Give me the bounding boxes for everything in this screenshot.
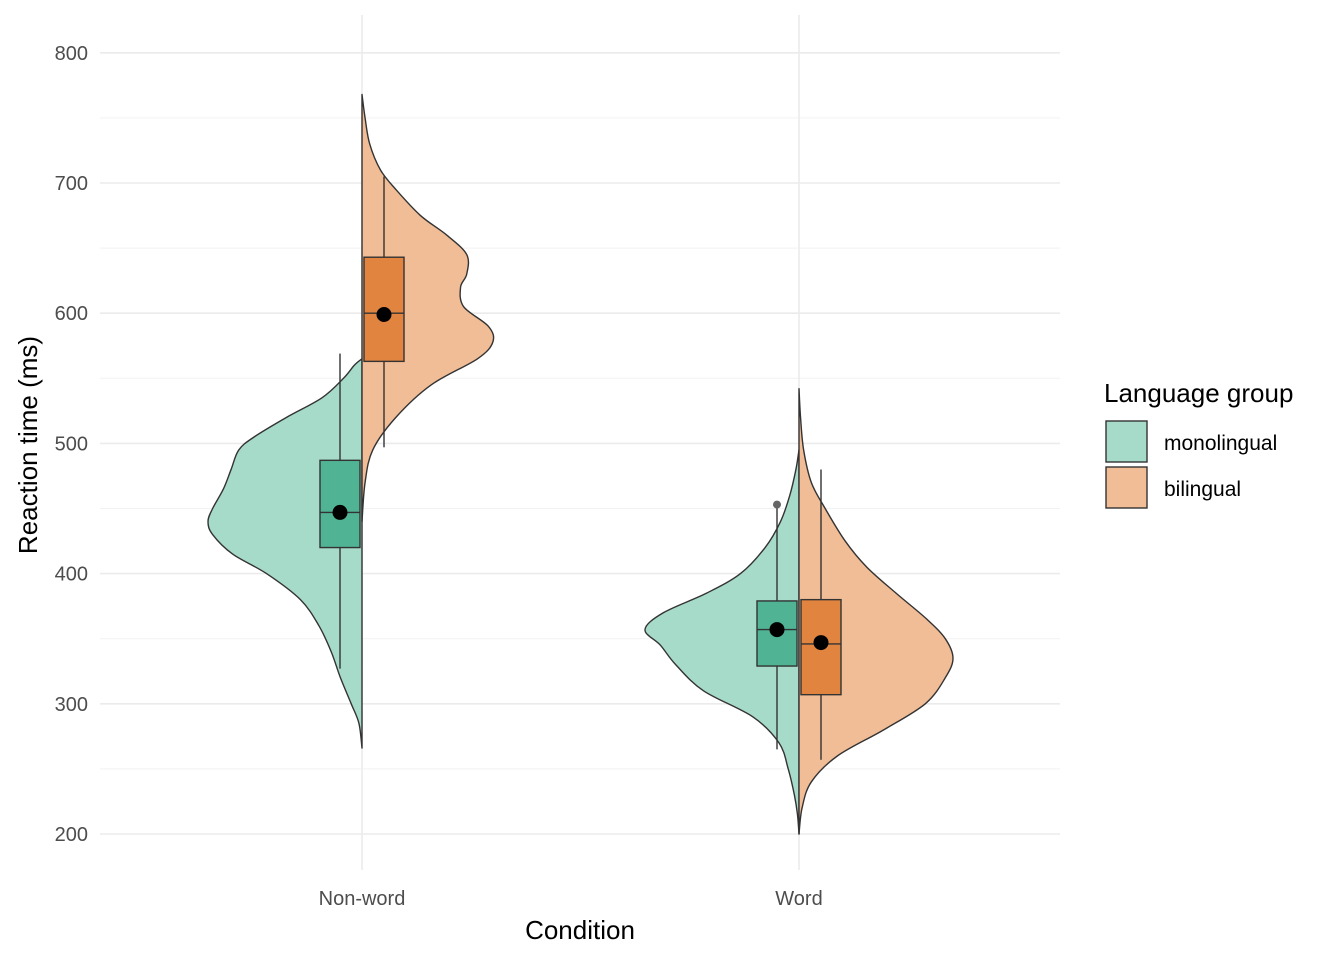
legend-key-monolingual: [1105, 420, 1148, 463]
violin-bilingual-non-word: [361, 93, 495, 523]
outlier-point: [773, 500, 781, 509]
legend: Language group monolingual bilingual: [1104, 378, 1293, 509]
x-tick-label: Word: [775, 888, 822, 910]
y-tick-label: 500: [55, 433, 88, 455]
y-axis: 200 300 400 500 600 700 800: [55, 43, 88, 846]
boxplots: [319, 176, 842, 760]
legend-label-monolingual: monolingual: [1164, 432, 1277, 455]
legend-label-bilingual: bilingual: [1164, 478, 1241, 501]
y-tick-label: 400: [55, 564, 88, 586]
y-tick-label: 600: [55, 303, 88, 325]
x-axis-title: Condition: [525, 915, 635, 945]
legend-key-bilingual: [1105, 466, 1148, 509]
grid: [100, 15, 1060, 870]
violin-monolingual-word: [644, 449, 800, 835]
x-tick-label: Non-word: [319, 888, 406, 910]
y-tick-label: 800: [55, 43, 88, 65]
violins: [207, 93, 954, 835]
box-monolingual-non-word: [319, 459, 361, 549]
mean-point: [376, 307, 392, 323]
legend-title: Language group: [1104, 378, 1293, 408]
y-tick-label: 700: [55, 173, 88, 195]
y-tick-label: 300: [55, 694, 88, 716]
violin-bilingual-word: [798, 388, 954, 835]
y-axis-title: Reaction time (ms): [13, 336, 43, 554]
violin-monolingual-non-word: [207, 358, 363, 749]
x-axis: Non-word Word: [319, 888, 823, 910]
mean-point: [769, 622, 785, 638]
mean-point: [813, 635, 829, 651]
y-tick-label: 200: [55, 824, 88, 846]
mean-point: [332, 504, 348, 520]
